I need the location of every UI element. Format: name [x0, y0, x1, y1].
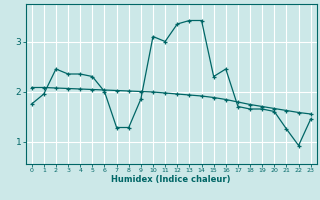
X-axis label: Humidex (Indice chaleur): Humidex (Indice chaleur): [111, 175, 231, 184]
